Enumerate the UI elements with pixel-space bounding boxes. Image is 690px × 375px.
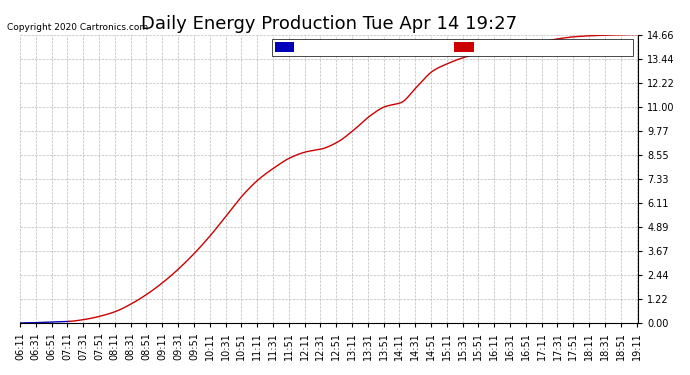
Text: Copyright 2020 Cartronics.com: Copyright 2020 Cartronics.com: [7, 22, 148, 32]
Legend: Power Produced OffPeak  (kWh), Power Produced OnPeak  (kWh): Power Produced OffPeak (kWh), Power Prod…: [272, 39, 633, 56]
Title: Daily Energy Production Tue Apr 14 19:27: Daily Energy Production Tue Apr 14 19:27: [141, 15, 517, 33]
